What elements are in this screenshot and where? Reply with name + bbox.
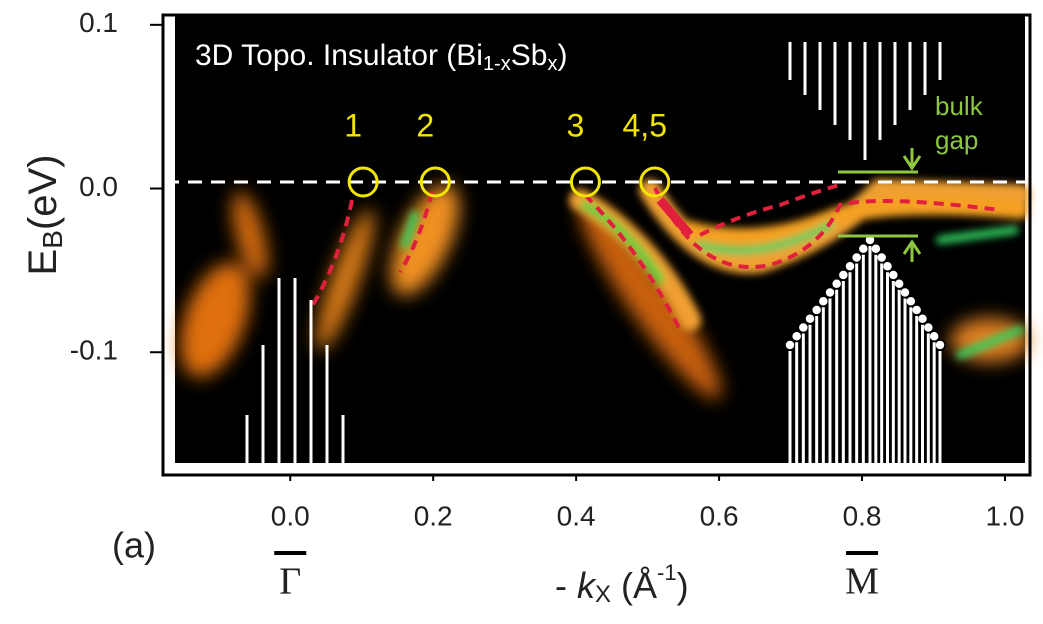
title-part: Sb [511,39,548,72]
panel-label: (a) [112,525,156,566]
bulk-dot [830,278,843,290]
bulk-dot [837,269,850,281]
plot-frame [161,13,1032,477]
band [390,184,460,296]
xlabel-part: -1 [657,560,677,585]
gap-marks [838,148,922,262]
band [401,211,419,249]
bulk-dot [810,304,823,316]
symmetry-label: Γ [279,561,301,603]
crossing-label: 1 [344,107,362,143]
bulk-dot [790,330,803,342]
ylabel-part: B [37,230,68,249]
bulk-dot [857,243,870,255]
crossing-marker [639,166,671,198]
title-part: 3D Topo. Insulator (Bi [195,39,483,72]
bulk-dot [850,251,863,264]
xlabel-part: X [595,581,611,608]
band [232,191,268,279]
title-part: 1-x [483,53,511,75]
ylabel-part: E [21,249,65,276]
bulk-dot [824,286,836,299]
fit-curve [398,191,434,274]
crossing-label: 2 [416,107,434,143]
band [578,200,722,400]
y-axis-label: EB(eV) [21,155,69,276]
bulk-dot [797,321,810,334]
bulk-dot [817,295,830,307]
bands [180,184,1030,400]
gap-label: gap [935,125,978,155]
intensity-map [175,15,1031,463]
crossing-marker [347,166,379,198]
x-tick-label: 0.2 [414,500,453,531]
band [316,209,374,351]
ylabel-part: (eV) [21,155,65,231]
crossing-label: 3 [567,107,585,143]
y-tick-label: -0.1 [70,335,118,366]
x-tick-label: 0.6 [700,500,739,531]
gap-arrow [902,239,922,262]
x-tick-label: 0.4 [557,500,596,531]
title-part: ) [557,39,567,72]
fit-curve [583,193,682,331]
fit-curve [656,197,694,238]
bulk-dot [844,260,856,272]
x-tick-label: 1.0 [986,500,1025,531]
band [956,326,1024,359]
xlabel-part: k [577,565,597,606]
fit-curve [653,187,1001,270]
bulk-dot [804,313,816,325]
crossing-label: 4,5 [623,107,667,143]
band [580,200,665,285]
x-tick-label: 0.0 [271,500,310,531]
gap-label: bulk [935,91,984,121]
crossing-marker [419,166,451,198]
symmetry-label: M [845,561,879,603]
gap-arrow [902,148,922,171]
title-part: x [547,53,557,75]
fit-curve [308,199,354,312]
x-tick-label: 0.8 [843,500,882,531]
y-tick-label: 0.1 [79,7,118,38]
band [180,262,250,378]
band [696,221,1019,255]
bulk-dot [784,339,796,351]
y-tick-label: 0.0 [79,171,118,202]
x-axis-label: - kX (Å-1) [555,560,689,609]
chart-title: 3D Topo. Insulator (Bi1-xSbx) [195,39,567,75]
fit-curve [699,183,841,237]
fitted-bands [308,183,1001,331]
xlabel-part: ) [677,565,689,606]
xlabel-part: (Å [611,565,657,606]
xlabel-part: - [555,565,577,606]
crossing-marker [569,166,601,198]
